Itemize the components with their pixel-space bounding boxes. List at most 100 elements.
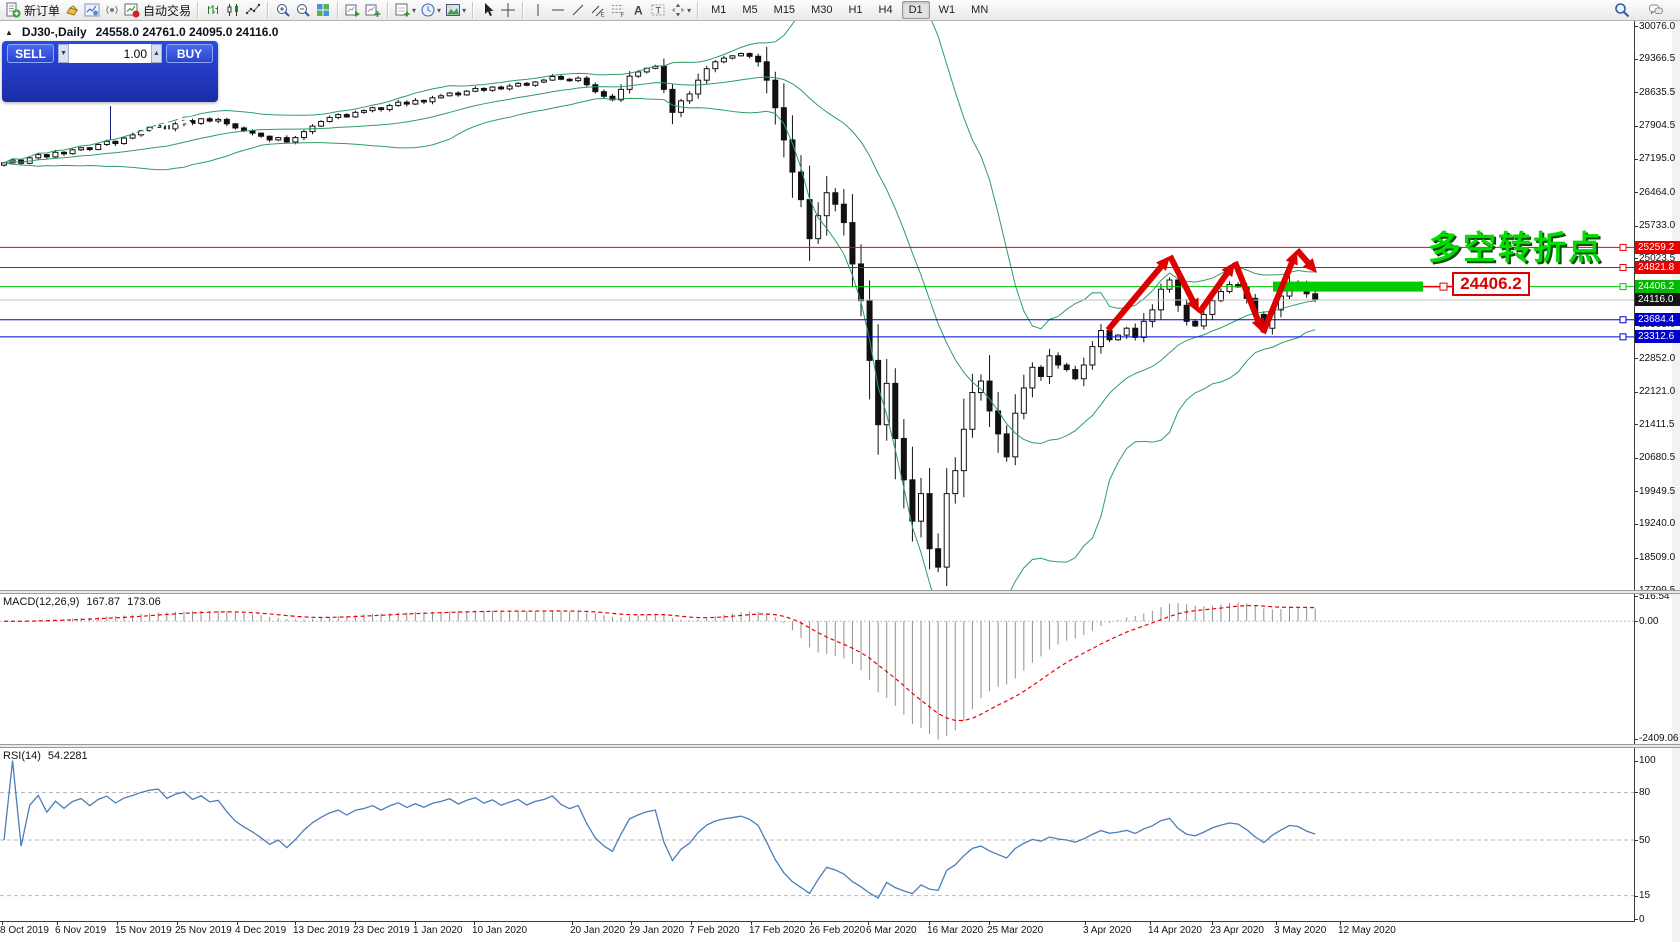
candlestick-mode-button[interactable]	[223, 1, 243, 19]
date-axis-label: 12 May 2020	[1338, 925, 1396, 936]
macd-signal-value: 173.06	[127, 596, 161, 608]
text-icon: A	[634, 4, 643, 18]
channel-tool-button[interactable]: E	[588, 1, 608, 19]
new-order-icon	[6, 2, 21, 18]
price-axis-tickmark	[1634, 225, 1638, 227]
one-click-trade-panel: SELL ▼ ▲ BUY 24114.5 24124.5	[2, 41, 218, 140]
price-axis-tickmark	[1634, 158, 1638, 160]
market-watch-button[interactable]	[62, 1, 82, 19]
tab-timeframe-m5[interactable]: M5	[742, 4, 758, 16]
sell-button[interactable]: SELL	[7, 44, 54, 63]
date-axis-label: 29 Jan 2020	[629, 925, 685, 936]
price-axis-tick: 20680.5	[1639, 452, 1676, 464]
tab-timeframe-h1[interactable]: H1	[848, 4, 863, 16]
turning-point-annotation: 多空转折点	[1428, 229, 1603, 266]
rsi-indicator-pane[interactable]	[0, 748, 1634, 921]
price-axis-line	[1634, 21, 1635, 922]
tab-timeframe-mn[interactable]: MN	[971, 4, 989, 16]
price-tag-label: 24406.2	[1452, 272, 1530, 296]
trendline-tool-button[interactable]	[568, 1, 588, 19]
tile-windows-button[interactable]	[313, 1, 333, 19]
date-axis-tickmark	[929, 921, 930, 925]
line-chart-mode-button[interactable]	[243, 1, 263, 19]
chart-shift-button[interactable]	[363, 1, 383, 19]
editor-button[interactable]	[82, 1, 102, 19]
date-axis-tickmark	[572, 921, 573, 925]
collapse-trade-panel-icon[interactable]: ▲	[5, 27, 13, 37]
vertical-line-tool-button[interactable]	[528, 1, 548, 19]
zoom-in-icon	[277, 4, 290, 17]
volume-input[interactable]	[69, 44, 151, 63]
svg-text:A: A	[634, 4, 643, 18]
chart-ohlc-values: 24558.0 24761.0 24095.0 24116.0	[95, 25, 279, 39]
broadcast-button[interactable]	[102, 1, 122, 19]
pane-separator[interactable]	[0, 590, 1680, 594]
cursor-tool-button[interactable]	[478, 1, 498, 19]
autotrading-label: 自动交易	[143, 3, 192, 18]
tab-timeframe-h4[interactable]: H4	[878, 4, 893, 16]
tile-windows-icon	[317, 4, 330, 16]
text-tool-button[interactable]: A	[628, 1, 648, 19]
bar-chart-mode-button[interactable]	[203, 1, 223, 19]
macd-indicator-pane[interactable]	[0, 594, 1634, 744]
rsi-axis-tick: 50	[1639, 834, 1651, 846]
price-axis-tick: 26464.0	[1639, 186, 1676, 198]
date-axis-label: 7 Feb 2020	[689, 925, 740, 936]
rsi-axis-tick: 80	[1639, 786, 1651, 798]
new-chart-button[interactable]: ▾	[393, 1, 418, 19]
timeframe-group: M1 M5 M15 M30 H1 H4 D1 W1 MN	[703, 1, 996, 19]
rsi-name: RSI(14)	[3, 750, 41, 762]
tab-timeframe-d1[interactable]: D1	[901, 1, 930, 19]
buy-price: 24124. 5	[118, 108, 193, 139]
price-axis-tick: 25023.5	[1639, 252, 1676, 264]
main-chart-pane[interactable]	[0, 20, 1634, 591]
autotrading-button[interactable]: 自动交易	[122, 1, 193, 19]
text-label-tool-button[interactable]: T	[648, 1, 668, 19]
price-axis-tickmark	[1634, 358, 1638, 359]
macd-axis-tick: -2409.06	[1639, 733, 1679, 745]
fibonacci-icon: F	[612, 5, 625, 18]
tab-timeframe-m1[interactable]: M1	[711, 4, 727, 16]
search-button[interactable]	[1612, 1, 1632, 19]
date-axis-tickmark	[57, 921, 58, 925]
dropdown-arrow-icon: ▾	[462, 5, 467, 15]
fibonacci-tool-button[interactable]: F	[608, 1, 628, 19]
toolbar-separator	[472, 2, 475, 18]
arrows-tool-button[interactable]: ▾	[668, 1, 693, 19]
tab-timeframe-w1[interactable]: W1	[938, 4, 956, 16]
date-axis-tickmark	[237, 921, 238, 925]
price-axis-tickmark	[1634, 523, 1638, 525]
date-axis-tickmark	[989, 921, 990, 925]
candlestick-icon	[227, 4, 239, 16]
crosshair-tool-button[interactable]	[498, 1, 518, 19]
auto-scroll-button[interactable]	[343, 1, 363, 19]
price-axis-tickmark	[1634, 192, 1638, 194]
date-axis-label: 23 Apr 2020	[1210, 925, 1264, 936]
tab-timeframe-m30[interactable]: M30	[811, 4, 833, 16]
pane-separator[interactable]	[0, 744, 1680, 748]
horizontal-line-tool-button[interactable]	[548, 1, 568, 19]
buy-price-frac: 5	[176, 106, 194, 141]
arrows-icon	[671, 3, 685, 17]
date-axis-line	[0, 921, 1634, 922]
date-axis-tickmark	[177, 921, 178, 925]
zoom-out-button[interactable]	[293, 1, 313, 19]
date-axis-label: 25 Mar 2020	[987, 925, 1044, 936]
new-order-button[interactable]: 新订单	[3, 1, 62, 19]
price-level-label: 23312.6	[1635, 330, 1680, 344]
volume-increase-button[interactable]: ▲	[151, 44, 162, 63]
volume-decrease-button[interactable]: ▼	[58, 44, 69, 63]
buy-price-int: 24124.	[118, 118, 177, 138]
rsi-axis-tick: 15	[1639, 890, 1651, 902]
buy-button[interactable]: BUY	[166, 44, 213, 63]
price-axis-tick: 18509.0	[1639, 552, 1676, 563]
window-edge	[1672, 21, 1680, 942]
chat-button[interactable]	[1646, 1, 1666, 19]
trendline-icon	[572, 4, 584, 16]
tab-timeframe-m15[interactable]: M15	[773, 4, 796, 16]
templates-button[interactable]: ▾	[443, 1, 468, 19]
zoom-in-button[interactable]	[273, 1, 293, 19]
profiles-button[interactable]: ▾	[418, 1, 443, 19]
price-axis-tick: 19949.5	[1639, 485, 1676, 497]
date-axis-label: 4 Dec 2019	[235, 925, 287, 936]
